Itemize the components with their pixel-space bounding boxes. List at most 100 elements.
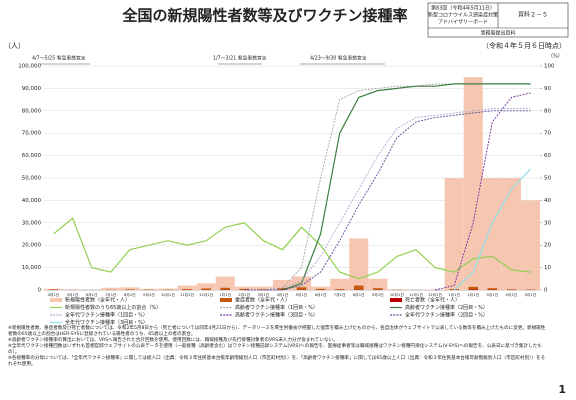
line	[244, 110, 531, 291]
y-tick-label: 10,000	[22, 265, 42, 271]
y2-tick-label: 10	[544, 265, 551, 271]
x-tick-label: 5月1日	[296, 292, 308, 297]
as-of: （令和４年５月６日時点）	[482, 41, 566, 50]
x-tick-label: 10月1日	[390, 292, 404, 297]
x-tick-label: 2月1日	[467, 292, 479, 297]
x-tick-label: 9月1日	[372, 292, 384, 297]
note: ※全年代ワクチン接種回数はいずれも首相官邸ウェブサイトの公表データを使用（一般接…	[8, 344, 542, 355]
annotation: 4/7～5/25 緊急事態宣言	[32, 55, 86, 62]
line	[453, 168, 531, 291]
y2-tick-label: 60	[544, 153, 551, 159]
x-tick-label: 6月1日	[315, 292, 327, 297]
y2-tick-label: 90	[544, 86, 551, 92]
legend-label: 全年代ワクチン接種率（3回目・%）	[65, 319, 148, 326]
y-tick-label: 80,000	[22, 108, 42, 114]
notes: ※新規陽性者数、重症者数及び死亡者数については、令和2年5月8日から（死亡者につ…	[8, 326, 548, 368]
x-tick-label: 6月1日	[86, 292, 98, 297]
x-tick-label: 4月1日	[277, 292, 289, 297]
bar	[258, 289, 269, 290]
y2-tick-label: 70	[544, 131, 551, 137]
y-tick-label: 40,000	[22, 198, 42, 204]
x-tick-label: 5月1日	[525, 292, 537, 297]
bar	[158, 288, 178, 290]
bar	[196, 283, 216, 290]
x-tick-label: 12月1日	[199, 292, 213, 297]
page-number: 1	[558, 383, 566, 396]
y2-tick-label: 30	[544, 220, 551, 226]
legend-label: 高齢者ワクチン接種率（2回目・%）	[405, 304, 488, 311]
bar	[373, 288, 383, 290]
meeting: 第83回（令和4年5月11日）	[431, 5, 495, 12]
legend-label: 全年代ワクチン接種率（2回目・%）	[405, 312, 488, 319]
x-tick-label: 8月1日	[353, 292, 365, 297]
meeting: 新型コロナウイルス感染症対策	[428, 12, 498, 19]
legend-swatch	[50, 298, 62, 302]
bar	[468, 289, 478, 290]
legend-label: 新規陽性者数（全年代・人）	[65, 297, 130, 304]
source: 事務局提出資料	[480, 30, 515, 37]
bar	[220, 287, 230, 290]
bar	[120, 287, 140, 290]
y2-tick-label: 50	[544, 176, 551, 182]
bar	[520, 200, 540, 290]
bar	[239, 288, 250, 290]
x-tick-label: 2月1日	[238, 292, 250, 297]
legend-label: 全年代ワクチン接種率（1回目・%）	[65, 312, 148, 319]
bar	[482, 178, 502, 290]
x-tick-label: 10月1日	[161, 292, 175, 297]
y-tick-label: 70,000	[22, 131, 42, 137]
y2-tick-label: 20	[544, 243, 551, 249]
legend-label: 高齢者ワクチン接種率（1回目・%）	[235, 304, 318, 311]
x-tick-label: 7月1日	[105, 292, 117, 297]
legend-label: 重症者数（全年代・人）	[235, 297, 290, 304]
y-tick-label: 100,000	[18, 64, 41, 70]
x-tick-label: 1月1日	[448, 292, 460, 297]
x-tick-label: 5月1日	[67, 292, 79, 297]
legend-swatch	[220, 298, 232, 302]
bar	[468, 286, 478, 290]
note: ※新規陽性者数、重症者数及び死亡者数については、令和2年5月8日から（死亡者につ…	[8, 326, 546, 337]
bar	[182, 289, 192, 290]
bar	[101, 287, 121, 290]
y-tick-label: 60,000	[22, 153, 42, 159]
x-tick-label: 9月1日	[143, 292, 155, 297]
line	[282, 83, 531, 291]
y2-tick-label: 100	[544, 64, 555, 70]
y-tick-label: 20,000	[22, 243, 42, 249]
bar	[349, 238, 369, 290]
legend-swatch	[390, 298, 402, 302]
legend-label: 死亡者数（全年代・人）	[405, 297, 460, 304]
line	[434, 92, 531, 291]
line	[282, 83, 531, 289]
bar	[125, 289, 135, 290]
x-tick-label: 1月1日	[219, 292, 231, 297]
bar	[487, 288, 498, 290]
bar	[387, 289, 407, 290]
x-tick-label: 3月1日	[258, 292, 270, 297]
meeting: アドバイザリーボード	[438, 19, 488, 26]
bar	[234, 286, 254, 290]
y-tick-label: 0	[38, 288, 42, 294]
bar	[368, 278, 388, 290]
y2-tick-label: 40	[544, 198, 551, 204]
line	[244, 108, 531, 291]
y2-axis-label: （%）	[548, 54, 563, 60]
bar	[334, 289, 345, 290]
x-tick-label: 4月1日	[506, 292, 518, 297]
bar	[253, 286, 273, 290]
bar	[354, 285, 364, 290]
note: ※高齢者ワクチン接種率の算出においては、VRSへ報告された合計回数を使用。使用回…	[8, 338, 338, 343]
y-axis-label: （人）	[4, 42, 25, 50]
bar	[311, 286, 331, 290]
bar	[272, 279, 292, 290]
doc-id: 資料２－５	[518, 11, 548, 19]
line	[53, 217, 531, 280]
note: ※各接種率の分母については、「全年代ワクチン接種率」に関しては総人口（出典：令和…	[8, 356, 546, 367]
y-tick-label: 90,000	[22, 86, 42, 92]
title: 全国の新規陽性者数等及びワクチン接種率	[121, 7, 407, 25]
bar	[48, 289, 59, 290]
legend-label: 新規陽性者数のうち65歳以上の割合（%）	[65, 304, 161, 311]
y-tick-label: 50,000	[22, 176, 42, 182]
